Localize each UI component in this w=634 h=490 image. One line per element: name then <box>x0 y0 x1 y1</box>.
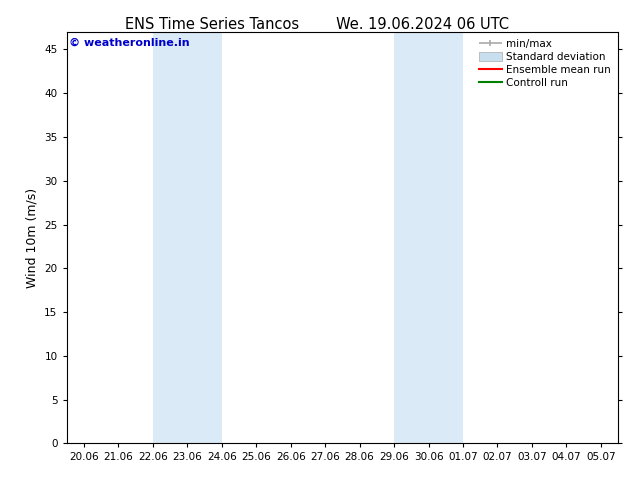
Bar <box>153 32 222 443</box>
Legend: min/max, Standard deviation, Ensemble mean run, Controll run: min/max, Standard deviation, Ensemble me… <box>477 37 613 90</box>
Bar <box>394 32 463 443</box>
Text: © weatheronline.in: © weatheronline.in <box>69 38 190 48</box>
Text: ENS Time Series Tancos        We. 19.06.2024 06 UTC: ENS Time Series Tancos We. 19.06.2024 06… <box>125 17 509 32</box>
Y-axis label: Wind 10m (m/s): Wind 10m (m/s) <box>26 188 39 288</box>
